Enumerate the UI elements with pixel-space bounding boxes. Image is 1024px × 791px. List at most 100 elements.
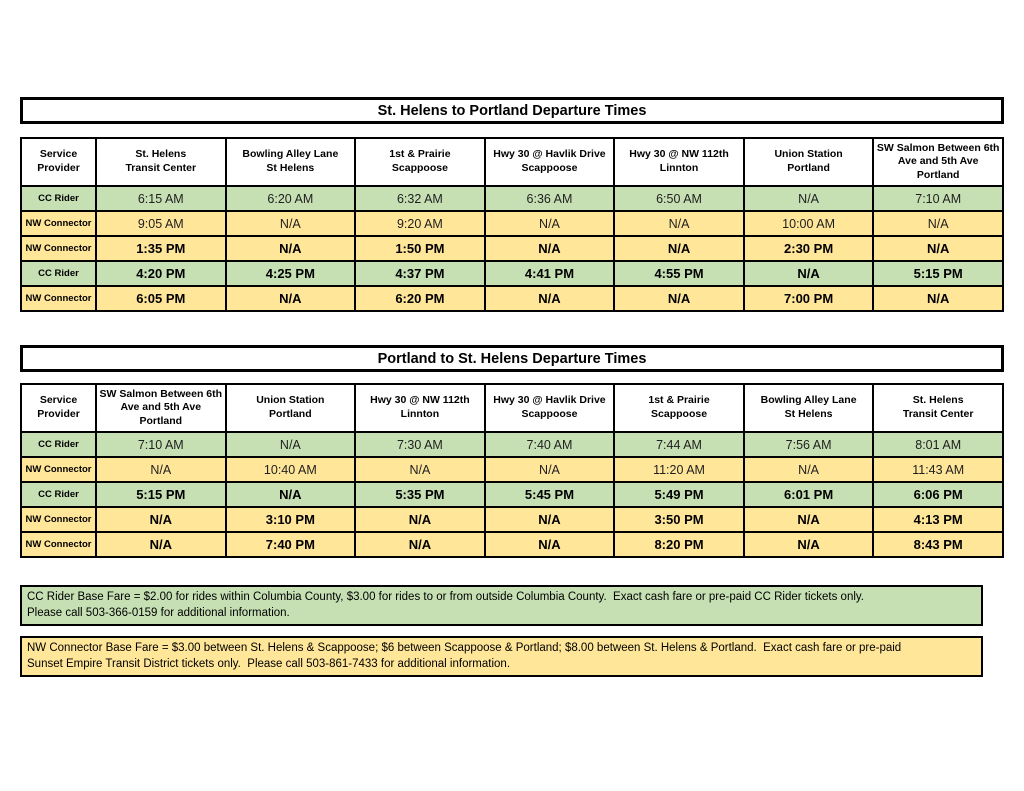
departure-time-cell: N/A bbox=[872, 235, 1004, 262]
departure-time-cell: 4:25 PM bbox=[224, 260, 357, 287]
departure-time-cell: N/A bbox=[872, 210, 1004, 237]
departure-time-cell: 6:32 AM bbox=[354, 185, 486, 212]
departure-time-cell: N/A bbox=[95, 531, 227, 558]
column-header: Union Station Portland bbox=[742, 137, 875, 187]
departure-time-cell: 8:43 PM bbox=[872, 531, 1004, 558]
header-row: Service Provider St. Helens Transit Cente… bbox=[20, 137, 1004, 187]
cc-rider-fare-note: CC Rider Base Fare = $2.00 for rides wit… bbox=[20, 585, 983, 627]
departure-time-cell: 7:00 PM bbox=[742, 285, 875, 312]
departure-time-cell: 6:15 AM bbox=[95, 185, 227, 212]
departure-time-cell: N/A bbox=[354, 506, 486, 533]
departure-time-cell: 7:40 PM bbox=[224, 531, 357, 558]
column-header: Service Provider bbox=[20, 137, 97, 187]
departure-time-cell: 5:35 PM bbox=[354, 481, 486, 508]
schedule-row: NW Connector N/A 10:40 AM N/A N/A 11:20 AM N/A… bbox=[20, 456, 1004, 483]
departure-time-cell: N/A bbox=[742, 185, 875, 212]
departure-time-cell: 4:41 PM bbox=[483, 260, 616, 287]
departure-time-cell: N/A bbox=[742, 506, 875, 533]
column-header: St. Helens Transit Center bbox=[872, 383, 1004, 433]
departure-time-cell: 11:43 AM bbox=[872, 456, 1004, 483]
column-header: St. Helens Transit Center bbox=[95, 137, 227, 187]
column-header: Union Station Portland bbox=[224, 383, 357, 433]
service-provider-cell: CC Rider bbox=[20, 185, 97, 212]
departure-time-cell: N/A bbox=[224, 431, 357, 458]
departure-time-cell: 2:30 PM bbox=[742, 235, 875, 262]
departure-time-cell: N/A bbox=[95, 456, 227, 483]
departure-time-cell: 6:36 AM bbox=[483, 185, 616, 212]
departure-time-cell: 5:15 PM bbox=[95, 481, 227, 508]
departure-time-cell: 5:45 PM bbox=[483, 481, 616, 508]
schedule-row: NW Connector 9:05 AM N/A 9:20 AM N/A N/A 10:00… bbox=[20, 210, 1004, 237]
departure-time-cell: 4:20 PM bbox=[95, 260, 227, 287]
schedule-row: CC Rider 4:20 PM 4:25 PM 4:37 PM 4:41 PM 4:55… bbox=[20, 260, 1004, 287]
departure-time-cell: 6:50 AM bbox=[613, 185, 745, 212]
service-provider-cell: NW Connector bbox=[20, 531, 97, 558]
departure-time-cell: N/A bbox=[613, 210, 745, 237]
column-header: Hwy 30 @ NW 112th Linnton bbox=[354, 383, 486, 433]
schedule-row: CC Rider 6:15 AM 6:20 AM 6:32 AM 6:36 AM 6:50… bbox=[20, 185, 1004, 212]
departure-time-cell: 5:49 PM bbox=[613, 481, 745, 508]
departure-time-cell: 7:10 AM bbox=[872, 185, 1004, 212]
departure-time-cell: 7:10 AM bbox=[95, 431, 227, 458]
departure-time-cell: 10:00 AM bbox=[742, 210, 875, 237]
departure-time-cell: N/A bbox=[224, 235, 357, 262]
departure-time-cell: 3:10 PM bbox=[224, 506, 357, 533]
departure-time-cell: N/A bbox=[483, 285, 616, 312]
departure-time-cell: 3:50 PM bbox=[613, 506, 745, 533]
service-provider-cell: CC Rider bbox=[20, 260, 97, 287]
column-header: Bowling Alley Lane St Helens bbox=[742, 383, 875, 433]
departure-time-cell: 10:40 AM bbox=[224, 456, 357, 483]
departure-time-cell: N/A bbox=[224, 285, 357, 312]
departure-time-cell: N/A bbox=[613, 235, 745, 262]
service-provider-cell: NW Connector bbox=[20, 506, 97, 533]
schedule-row: NW Connector 1:35 PM N/A 1:50 PM N/A N/A 2:30 … bbox=[20, 235, 1004, 262]
departure-time-cell: N/A bbox=[872, 285, 1004, 312]
departure-time-cell: 4:37 PM bbox=[354, 260, 486, 287]
departure-time-cell: N/A bbox=[483, 456, 616, 483]
departure-time-cell: N/A bbox=[354, 456, 486, 483]
departure-time-cell: N/A bbox=[483, 506, 616, 533]
service-provider-cell: CC Rider bbox=[20, 431, 97, 458]
column-header: SW Salmon Between 6th Ave and 5th Ave Po… bbox=[95, 383, 227, 433]
schedule-row: NW Connector N/A 3:10 PM N/A N/A 3:50 PM N/A 4:… bbox=[20, 506, 1004, 533]
column-header: Hwy 30 @ Havlik Drive Scappoose bbox=[483, 383, 616, 433]
header-row: Service Provider SW Salmon Between 6th Av… bbox=[20, 383, 1004, 433]
departure-time-cell: 6:20 AM bbox=[224, 185, 357, 212]
departure-time-cell: 6:05 PM bbox=[95, 285, 227, 312]
departure-time-cell: N/A bbox=[224, 210, 357, 237]
departure-time-cell: 6:01 PM bbox=[742, 481, 875, 508]
departure-time-cell: N/A bbox=[483, 210, 616, 237]
portland-to-st-helens-schedule-table: Service Provider SW Salmon Between 6th Av… bbox=[20, 383, 1004, 558]
departure-time-cell: 7:30 AM bbox=[354, 431, 486, 458]
st-helens-to-portland-schedule-table: Service Provider St. Helens Transit Cente… bbox=[20, 137, 1004, 312]
departure-time-cell: N/A bbox=[224, 481, 357, 508]
departure-time-cell: 6:06 PM bbox=[872, 481, 1004, 508]
column-header: SW Salmon Between 6th Ave and 5th Ave Po… bbox=[872, 137, 1004, 187]
departure-time-cell: N/A bbox=[742, 456, 875, 483]
service-provider-cell: NW Connector bbox=[20, 285, 97, 312]
table-title-st-helens-to-portland: St. Helens to Portland Departure Times bbox=[20, 97, 1004, 124]
service-provider-cell: CC Rider bbox=[20, 481, 97, 508]
column-header: Hwy 30 @ NW 112th Linnton bbox=[613, 137, 745, 187]
column-header: 1st & Prairie Scappoose bbox=[613, 383, 745, 433]
departure-time-cell: N/A bbox=[613, 285, 745, 312]
departure-time-cell: 7:40 AM bbox=[483, 431, 616, 458]
column-header: Service Provider bbox=[20, 383, 97, 433]
departure-time-cell: 6:20 PM bbox=[354, 285, 486, 312]
departure-time-cell: 1:50 PM bbox=[354, 235, 486, 262]
service-provider-cell: NW Connector bbox=[20, 210, 97, 237]
nw-connector-fare-note: NW Connector Base Fare = $3.00 between S… bbox=[20, 636, 983, 678]
departure-time-cell: N/A bbox=[483, 531, 616, 558]
departure-time-cell: 7:44 AM bbox=[613, 431, 745, 458]
departure-time-cell: N/A bbox=[483, 235, 616, 262]
departure-time-cell: 7:56 AM bbox=[742, 431, 875, 458]
service-provider-cell: NW Connector bbox=[20, 235, 97, 262]
service-provider-cell: NW Connector bbox=[20, 456, 97, 483]
departure-time-cell: 11:20 AM bbox=[613, 456, 745, 483]
departure-time-cell: 5:15 PM bbox=[872, 260, 1004, 287]
departure-time-cell: N/A bbox=[95, 506, 227, 533]
table-title-portland-to-st-helens: Portland to St. Helens Departure Times bbox=[20, 345, 1004, 372]
schedule-row: NW Connector 6:05 PM N/A 6:20 PM N/A N/A 7:00 … bbox=[20, 285, 1004, 312]
departure-time-cell: N/A bbox=[742, 531, 875, 558]
